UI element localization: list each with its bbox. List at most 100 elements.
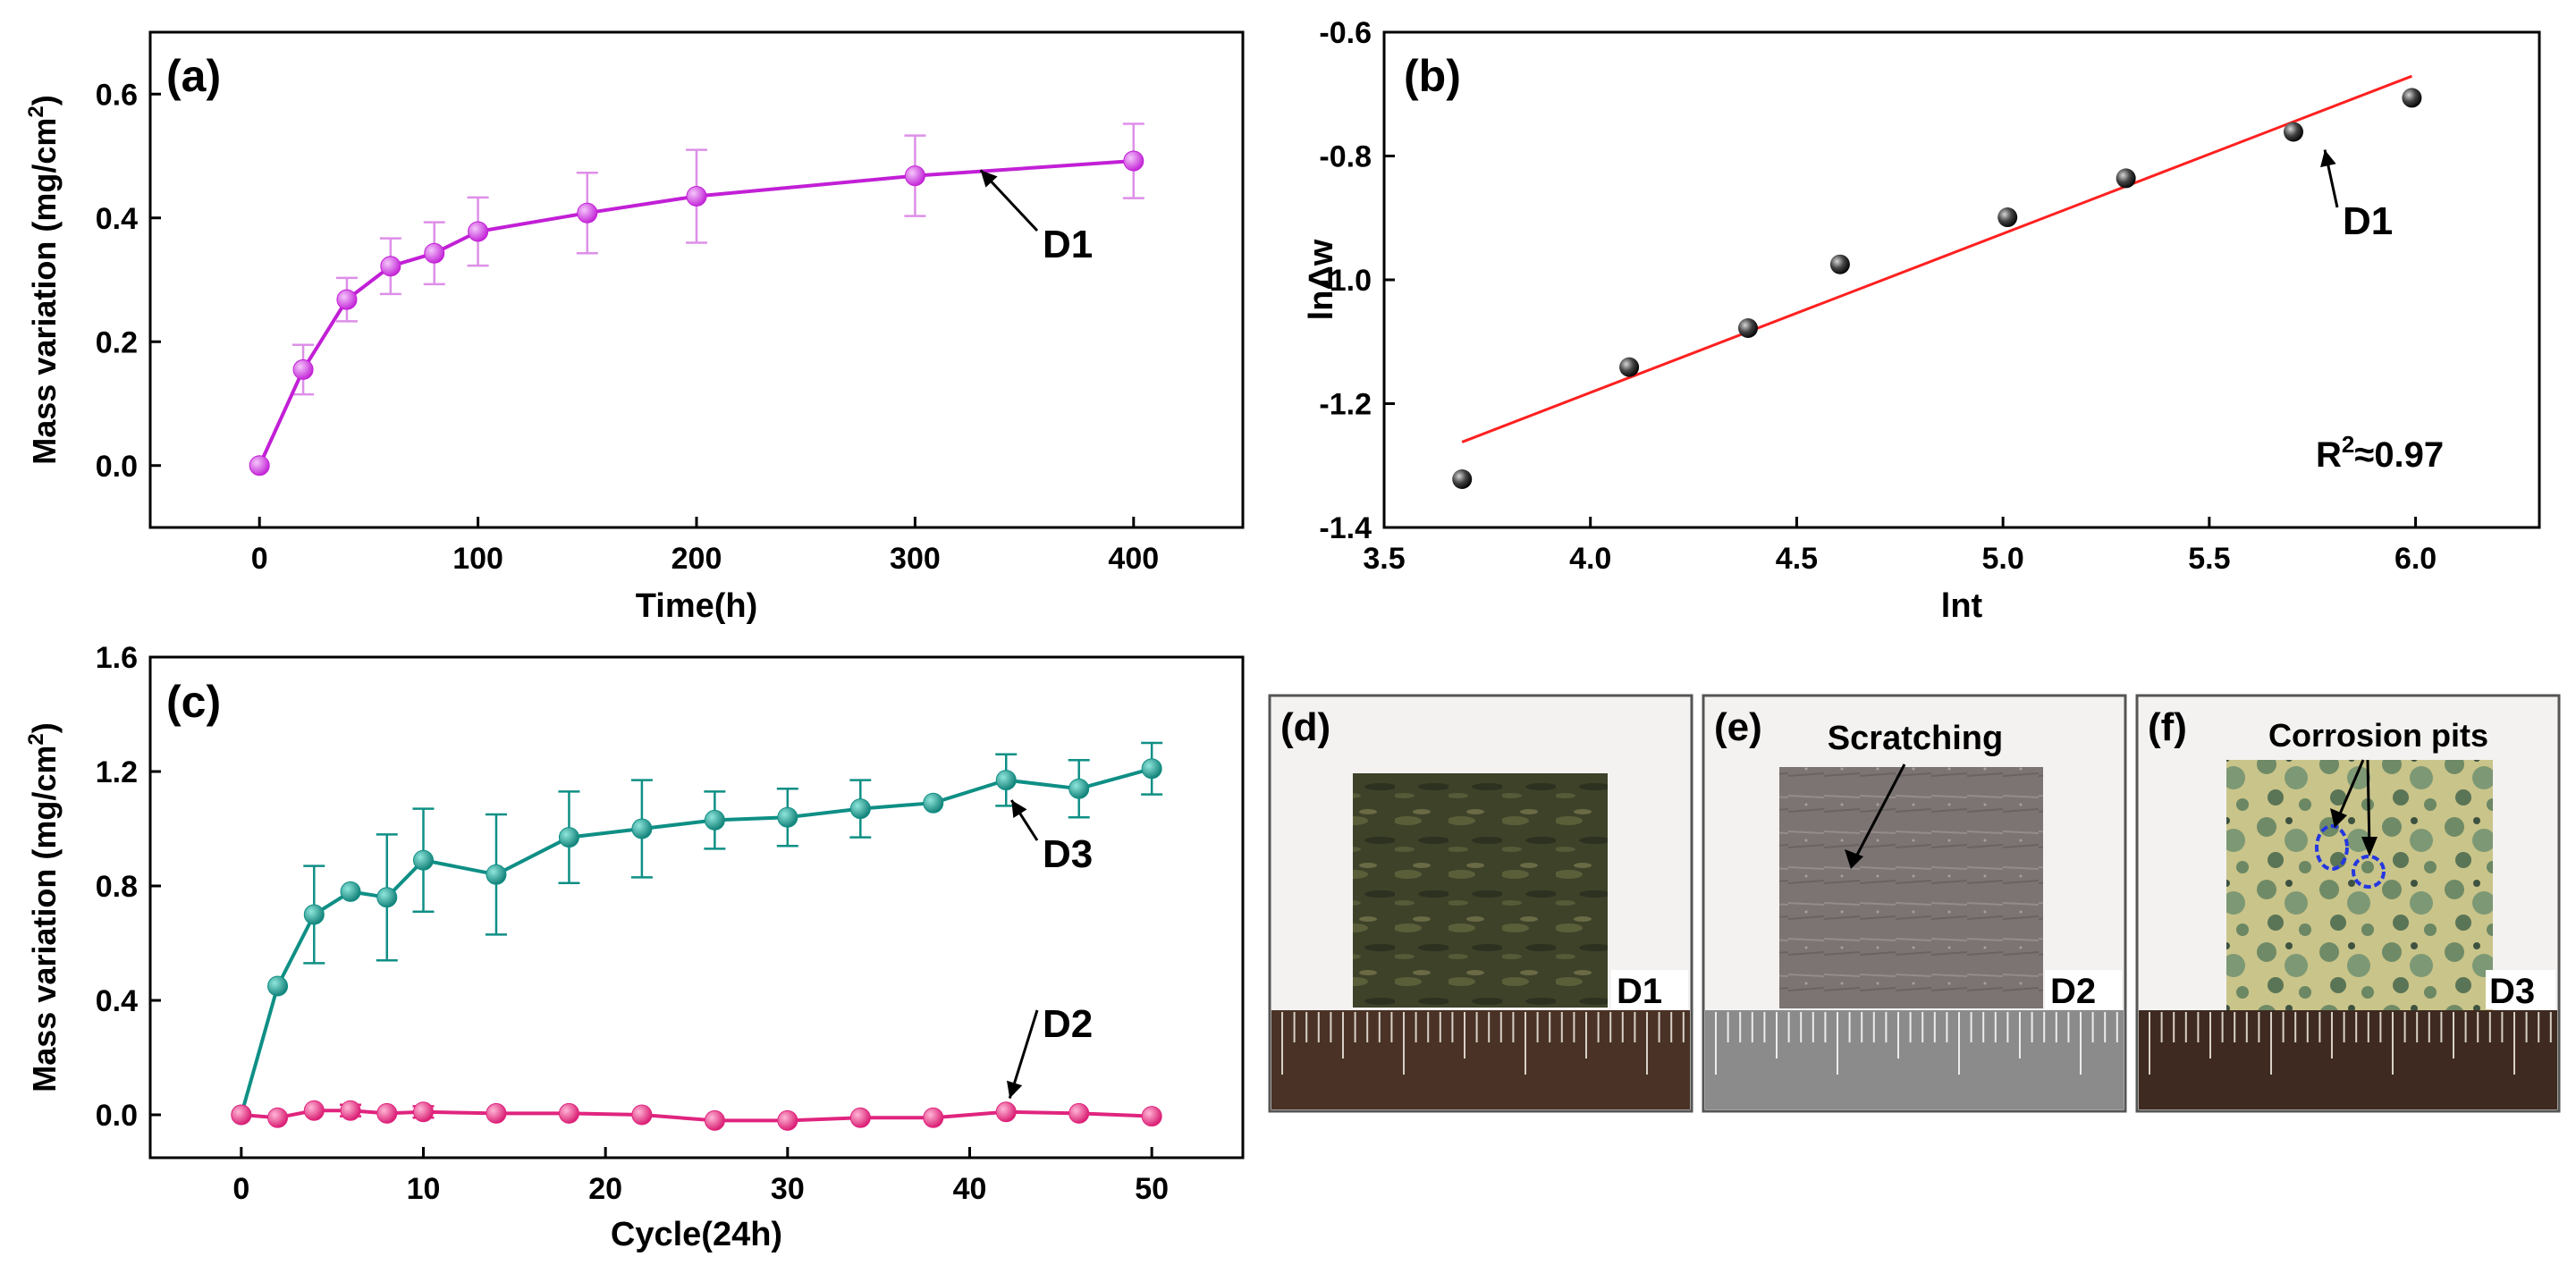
panel-b: 3.5 4.0 4.5 5.0 5.5 6.0 -1.4 -1.2 -1.0 -0.8 -0.6 (…	[1303, 16, 2541, 625]
data-point	[376, 1102, 398, 1124]
data-point	[558, 1102, 579, 1124]
series-line-D2	[241, 1109, 1153, 1123]
pit-marker-circle	[2315, 824, 2349, 871]
caption-arrowhead	[2361, 837, 2378, 856]
data-point	[849, 798, 871, 820]
data-point	[2116, 168, 2136, 189]
photo-panel-f: (f) Corrosion pits D3	[2135, 694, 2561, 1113]
sample-tag-bg	[1611, 970, 1688, 1009]
series-line-D3	[239, 766, 1153, 1116]
y-tick-label: 0.2	[96, 325, 138, 359]
data-point	[468, 221, 489, 242]
y-axis-label-sup: 2	[24, 105, 48, 117]
data-point	[336, 289, 358, 310]
data-point	[704, 1109, 725, 1131]
annotation-arrowhead	[2320, 149, 2336, 168]
x-tick-label: 400	[1108, 542, 1159, 576]
data-point	[303, 1100, 325, 1121]
data-point	[1123, 150, 1144, 172]
r-squared-sup: 2	[2342, 431, 2354, 458]
data-point	[777, 806, 798, 828]
annotation-D1: D1	[2343, 199, 2393, 243]
data-point	[577, 202, 598, 223]
photo-panel-e: (e) Scratching D2	[1702, 694, 2127, 1113]
ruler	[1271, 1010, 1690, 1109]
axis-ticks: 3.5 4.0 4.5 5.0 5.5 6.0 -1.4 -1.2 -1.0 -0.8 -0.6	[1319, 16, 2437, 576]
data-point	[267, 975, 289, 997]
panel-a: 0 100 200 300 400 0.0 0.2 0.4 0.6 (a) Time(h) Ma…	[24, 30, 1245, 625]
y-axis-label: Mass variation (mg/cm2)	[24, 95, 63, 464]
x-tick-label: 50	[1135, 1172, 1169, 1206]
y-tick-label: -0.8	[1319, 140, 1372, 174]
data-points	[231, 758, 1162, 1131]
y-tick-label: 0.4	[96, 202, 138, 236]
ruler-ticks	[1281, 1012, 1685, 1075]
y-tick-label: 0.4	[96, 984, 138, 1018]
data-point	[631, 818, 653, 839]
annotation-D3: D3	[1043, 832, 1093, 876]
linear-fit-line	[1461, 74, 2412, 443]
data-point	[413, 849, 434, 871]
y-tick-label: 0.0	[96, 1099, 138, 1133]
error-bars	[303, 741, 1163, 1119]
data-point	[2283, 122, 2303, 142]
data-point	[1068, 778, 1090, 799]
data-point	[904, 165, 925, 187]
caption-arrow	[1854, 763, 1906, 859]
panel-label: (d)	[1280, 705, 1330, 749]
ruler	[2139, 1010, 2557, 1109]
photo-caption: Scratching	[1828, 720, 2003, 757]
data-point	[1068, 1102, 1090, 1124]
y-tick-label: -1.4	[1319, 511, 1372, 545]
x-tick-label: 4.5	[1776, 542, 1818, 576]
panel-label: (c)	[166, 677, 221, 727]
x-tick-label: 5.0	[1982, 542, 2024, 576]
data-point	[231, 1104, 252, 1126]
y-axis-label-end: )	[26, 722, 63, 733]
data-point	[486, 864, 507, 885]
x-tick-label: 4.0	[1569, 542, 1611, 576]
x-axis-label: lnt	[1941, 587, 1983, 625]
data-point	[340, 1100, 361, 1121]
annotation-arrowhead	[1007, 1080, 1023, 1099]
data-point	[777, 1109, 798, 1131]
x-tick-label: 40	[953, 1172, 987, 1206]
data-point	[704, 809, 725, 831]
sample-tag: D3	[2489, 972, 2535, 1011]
sample-tag-bg	[2045, 970, 2122, 1009]
x-tick-label: 20	[588, 1172, 622, 1206]
data-point	[995, 1101, 1017, 1123]
data-point	[1997, 207, 2018, 228]
x-tick-label: 3.5	[1363, 542, 1405, 576]
sample-coupon	[1779, 767, 2043, 1008]
caption-arrow	[2366, 759, 2371, 848]
data-point	[686, 186, 707, 207]
data-point	[376, 887, 398, 908]
r-squared-symbol: R	[2316, 435, 2342, 475]
data-point	[558, 827, 579, 848]
caption-arrowhead	[2330, 808, 2347, 828]
annotation-D2: D2	[1043, 1002, 1093, 1046]
x-tick-label: 30	[771, 1172, 805, 1206]
panel-label: (a)	[166, 51, 221, 101]
ruler	[1705, 1010, 2124, 1109]
data-point	[486, 1102, 507, 1124]
data-point	[303, 904, 325, 925]
data-point	[849, 1107, 871, 1128]
sample-tag: D2	[2050, 972, 2096, 1011]
data-point	[1452, 468, 1473, 489]
y-tick-label: 0.8	[96, 870, 138, 904]
y-tick-label: -1.2	[1319, 388, 1372, 422]
annotation-arrowhead	[1011, 800, 1027, 819]
y-tick-label: -1.0	[1319, 264, 1372, 298]
annotation-D1: D1	[1043, 223, 1093, 266]
data-point	[1141, 758, 1162, 780]
y-tick-label: -0.6	[1319, 16, 1372, 50]
x-tick-label: 100	[452, 542, 503, 576]
sample-tag: D1	[1617, 972, 1662, 1011]
annotation-arrowhead	[980, 170, 998, 188]
data-point	[1829, 254, 1850, 274]
y-axis-label-main: Mass variation (mg/cm	[26, 118, 63, 465]
r-squared-value: ≈0.97	[2354, 435, 2444, 475]
